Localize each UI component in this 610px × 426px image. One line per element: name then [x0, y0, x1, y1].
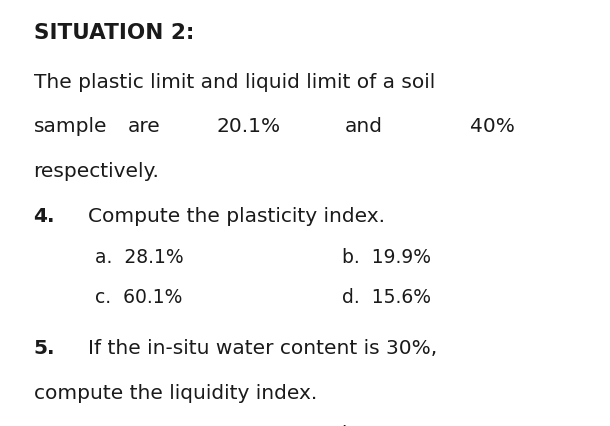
- Text: SITUATION 2:: SITUATION 2:: [34, 23, 194, 43]
- Text: 20.1%: 20.1%: [217, 117, 281, 136]
- Text: d.  15.6%: d. 15.6%: [342, 288, 431, 306]
- Text: Compute the plasticity index.: Compute the plasticity index.: [88, 207, 386, 225]
- Text: are: are: [128, 117, 161, 136]
- Text: a.  36.5%: a. 36.5%: [95, 424, 183, 426]
- Text: b.  32.1%: b. 32.1%: [342, 424, 431, 426]
- Text: 5.: 5.: [34, 339, 55, 357]
- Text: The plastic limit and liquid limit of a soil: The plastic limit and liquid limit of a …: [34, 72, 435, 91]
- Text: a.  28.1%: a. 28.1%: [95, 247, 183, 266]
- Text: and: and: [345, 117, 382, 136]
- Text: b.  19.9%: b. 19.9%: [342, 247, 431, 266]
- Text: If the in-situ water content is 30%,: If the in-situ water content is 30%,: [88, 339, 438, 357]
- Text: 40%: 40%: [470, 117, 515, 136]
- Text: respectively.: respectively.: [34, 162, 159, 181]
- Text: 4.: 4.: [34, 207, 55, 225]
- Text: compute the liquidity index.: compute the liquidity index.: [34, 383, 317, 402]
- Text: sample: sample: [34, 117, 107, 136]
- Text: c.  60.1%: c. 60.1%: [95, 288, 182, 306]
